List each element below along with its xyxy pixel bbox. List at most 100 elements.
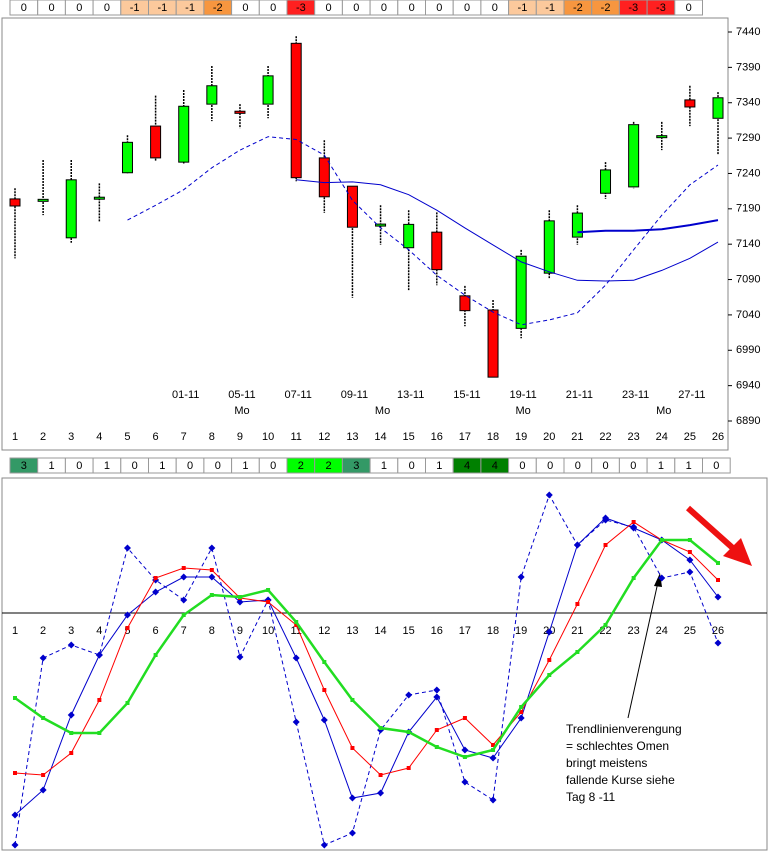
annotation-arrow	[627, 581, 659, 719]
marker	[153, 576, 158, 580]
line	[127, 136, 719, 326]
candle-body	[234, 110, 246, 114]
date-label: 01-11	[172, 389, 199, 401]
signal-value: -3	[656, 2, 666, 14]
candle-body	[628, 124, 640, 188]
signal-value: 0	[492, 2, 498, 14]
candle-body	[459, 295, 471, 312]
marker	[491, 743, 496, 747]
marker	[208, 544, 216, 552]
y-tick-label: 7440	[736, 26, 760, 38]
y-tick-label: 6940	[736, 380, 760, 392]
signal-value: -1	[185, 2, 195, 14]
line	[14, 521, 719, 776]
signal-value: 0	[713, 460, 719, 472]
y-tick-label: 7090	[736, 273, 760, 285]
marker	[320, 716, 328, 724]
x-tick-label: 14	[374, 625, 386, 637]
signal-value: -2	[213, 2, 223, 14]
x-tick-label: 15	[403, 431, 415, 443]
marker	[181, 613, 186, 617]
marker	[348, 794, 356, 802]
signal-value: 1	[658, 460, 664, 472]
marker	[39, 786, 47, 794]
x-tick-label: 25	[684, 625, 696, 637]
red-arrow	[686, 505, 737, 553]
candle-body	[290, 42, 302, 179]
date-label: 15-11	[453, 389, 480, 401]
signal-value: 0	[270, 460, 276, 472]
y-tick-label: 7190	[736, 203, 760, 215]
annotation: Tag 8 -11	[566, 790, 615, 804]
x-tick-label: 5	[124, 431, 130, 443]
signal-value: 0	[215, 460, 221, 472]
marker	[294, 620, 299, 624]
marker	[13, 771, 17, 775]
x-tick-label: 19	[515, 625, 527, 637]
marker	[377, 789, 385, 797]
y-tick-label: 7390	[736, 61, 760, 73]
marker	[461, 778, 469, 786]
marker	[266, 588, 271, 592]
marker	[575, 650, 580, 654]
candle-body	[515, 255, 527, 329]
signal-value: 0	[353, 2, 359, 14]
candle-body	[712, 97, 724, 119]
signal-value: 0	[409, 460, 415, 472]
signal-value: 0	[132, 460, 138, 472]
x-tick-label: 21	[571, 625, 583, 637]
candle-body	[487, 309, 499, 378]
marker	[292, 718, 300, 726]
marker	[95, 651, 103, 659]
x-tick-label: 6	[153, 625, 159, 637]
marker	[462, 755, 467, 759]
x-tick-label: 7	[181, 431, 187, 443]
signal-cell	[702, 457, 731, 474]
signal-value: 0	[436, 2, 442, 14]
x-tick-label: 5	[124, 625, 130, 637]
marker	[489, 796, 497, 804]
marker	[405, 691, 413, 699]
annotation: = schlechtes Omen	[566, 739, 669, 753]
signal-value: 0	[76, 460, 82, 472]
date-label: 07-11	[285, 389, 312, 401]
marker	[67, 641, 75, 649]
x-tick-label: 10	[262, 625, 274, 637]
date-label: 13-11	[397, 389, 424, 401]
marker	[603, 623, 608, 627]
signal-value: 2	[325, 460, 331, 472]
marker	[489, 754, 497, 762]
signal-cell	[674, 0, 703, 16]
candle-body	[9, 198, 21, 207]
marker	[236, 598, 244, 606]
x-tick-label: 18	[487, 625, 499, 637]
marker	[547, 658, 552, 662]
marker	[630, 524, 638, 532]
signal-value: 0	[686, 2, 692, 14]
marker	[462, 716, 467, 720]
line	[14, 493, 719, 846]
marker	[39, 654, 47, 662]
marker	[266, 600, 271, 604]
x-tick-label: 8	[209, 431, 215, 443]
candle-body	[431, 231, 443, 271]
marker	[631, 576, 636, 580]
date-label: 05-11	[228, 389, 255, 401]
marker	[434, 745, 439, 749]
signal-value: 0	[187, 460, 193, 472]
candle-body	[684, 99, 696, 108]
marker	[320, 841, 328, 849]
date-label: 27-11	[678, 389, 705, 401]
marker	[603, 543, 608, 547]
marker	[13, 696, 17, 700]
line	[296, 179, 719, 282]
signal-value: 0	[325, 2, 331, 14]
marker	[378, 773, 383, 777]
signal-value: -1	[518, 2, 528, 14]
x-tick-label: 16	[431, 625, 443, 637]
line	[14, 538, 719, 759]
signal-value: 0	[575, 460, 581, 472]
x-tick-label: 1	[12, 431, 18, 443]
annotation: fallende Kurse siehe	[566, 773, 675, 787]
marker	[545, 491, 553, 499]
